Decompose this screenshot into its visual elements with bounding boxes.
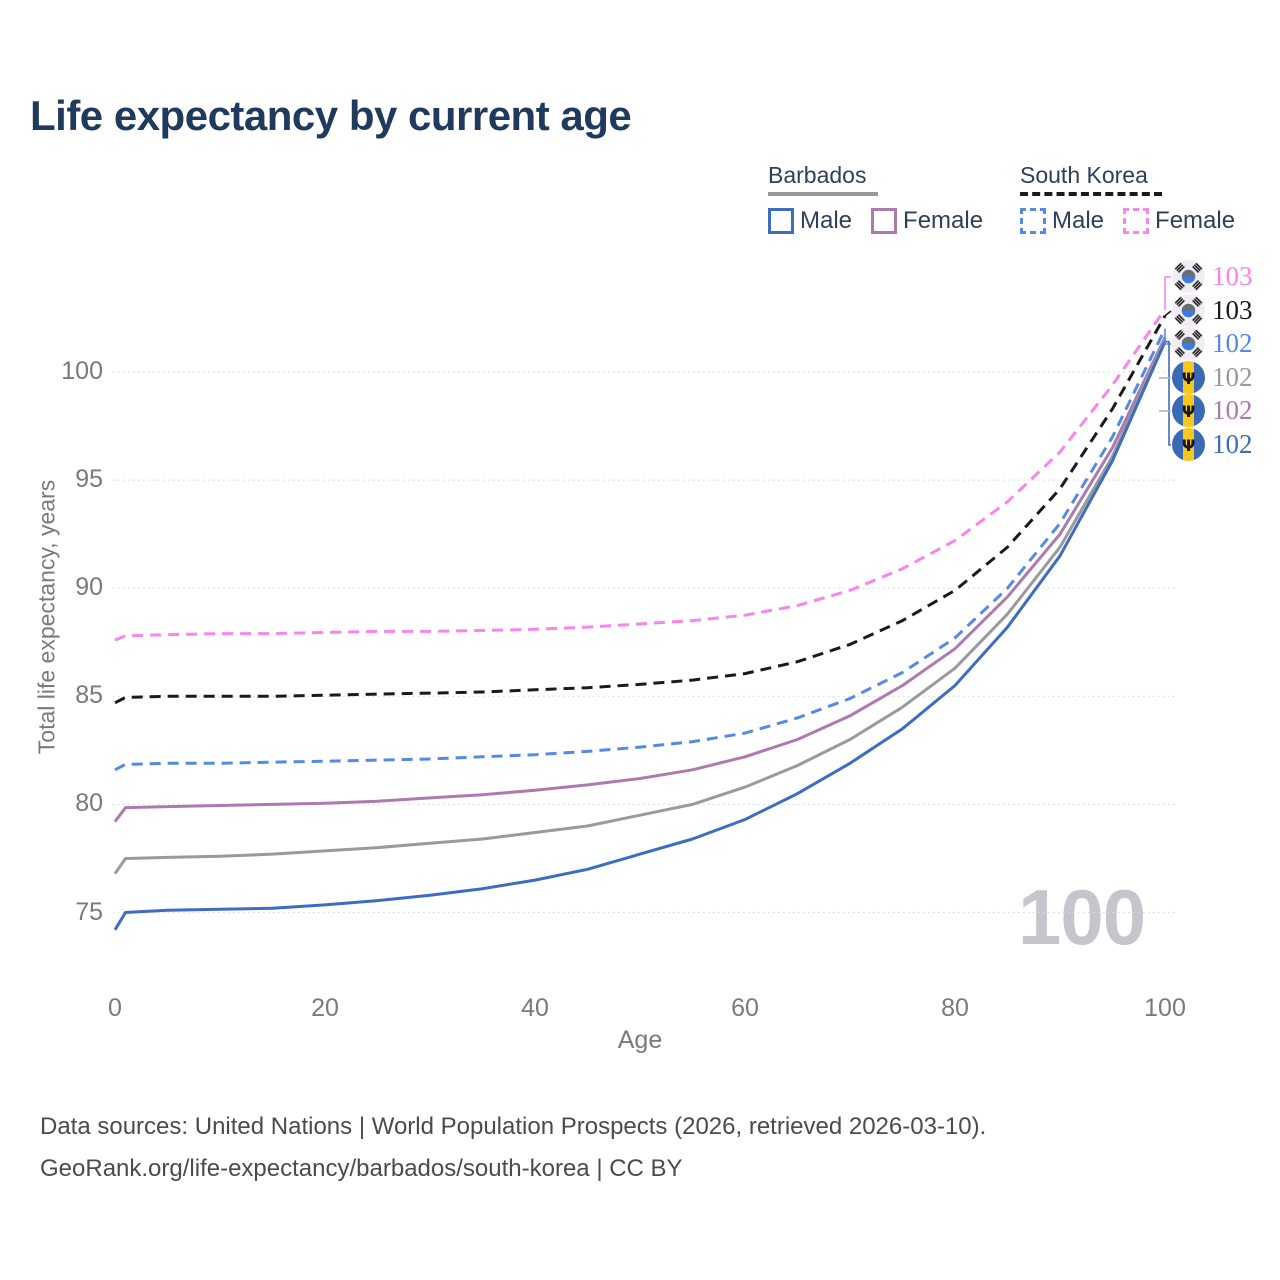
end-label-row-south-korea-both-sexes: 103 bbox=[1172, 294, 1253, 327]
x-axis-title: Age bbox=[617, 1026, 663, 1054]
chart-title: Life expectancy by current age bbox=[30, 92, 632, 139]
series-line-south-korea-both-sexes[interactable] bbox=[114, 315, 1167, 705]
footer-attribution: GeoRank.org/life-expectancy/barbados/sou… bbox=[40, 1155, 683, 1182]
legend-swatch bbox=[1123, 208, 1150, 234]
x-tick-label-60: 60 bbox=[731, 994, 759, 1022]
flag-south-korea-icon bbox=[1172, 294, 1205, 327]
svg-text:Ψ: Ψ bbox=[1182, 402, 1196, 421]
end-label-value: 102 bbox=[1212, 429, 1253, 459]
y-tick-label-85: 85 bbox=[75, 681, 103, 710]
series-line-south-korea-female[interactable] bbox=[114, 308, 1167, 642]
legend-item-label: Female bbox=[903, 207, 984, 234]
y-tick-label-95: 95 bbox=[75, 465, 103, 494]
legend-item-label: Male bbox=[800, 207, 853, 234]
footer-data-sources: Data sources: United Nations | World Pop… bbox=[40, 1113, 987, 1140]
end-label-row-barbados-female: Ψ 102 bbox=[1172, 394, 1253, 427]
end-label-row-south-korea-female: 103 bbox=[1172, 260, 1253, 293]
legend-item-barbados-female[interactable]: Female bbox=[871, 207, 983, 235]
legend-swatch bbox=[1020, 208, 1046, 234]
legend-group-south-korea: South Korea Male Female bbox=[1020, 162, 1235, 235]
end-label-row-barbados-both-sexes: Ψ 102 bbox=[1172, 361, 1253, 394]
end-label-row-barbados-male: Ψ 102 bbox=[1172, 428, 1253, 461]
legend-item-south-korea-female[interactable]: Female bbox=[1123, 207, 1235, 235]
series-line-barbados-male[interactable] bbox=[113, 341, 1167, 931]
legend-combined-line-swatch bbox=[768, 192, 878, 196]
footer: Data sources: United Nations | World Pop… bbox=[40, 1106, 986, 1190]
svg-text:Ψ: Ψ bbox=[1182, 436, 1196, 455]
leader-line-0 bbox=[1164, 276, 1171, 310]
legend-swatch bbox=[768, 208, 794, 234]
end-label-value: 102 bbox=[1212, 328, 1253, 358]
legend-combined-line-swatch bbox=[1020, 192, 1162, 196]
leader-line-1 bbox=[1164, 310, 1172, 317]
x-tick-label-20: 20 bbox=[311, 994, 339, 1022]
y-axis-title: Total life expectancy, years bbox=[33, 479, 60, 755]
legend-swatch bbox=[871, 208, 898, 234]
legend-item-south-korea-male[interactable]: Male bbox=[1020, 207, 1104, 235]
series-line-barbados-female[interactable] bbox=[113, 336, 1167, 823]
end-label-value: 102 bbox=[1212, 362, 1253, 392]
hovered-age-watermark: 100 bbox=[1018, 873, 1146, 961]
y-tick-label-100: 100 bbox=[61, 357, 103, 385]
y-tick-label-90: 90 bbox=[75, 573, 103, 602]
legend-group-title: Barbados bbox=[768, 162, 867, 188]
end-label-value: 103 bbox=[1212, 295, 1253, 325]
series-line-barbados-both-sexes[interactable] bbox=[113, 338, 1167, 875]
x-tick-label-40: 40 bbox=[521, 994, 549, 1022]
x-tick-label-80: 80 bbox=[941, 994, 969, 1022]
series-line-south-korea-male[interactable] bbox=[114, 328, 1167, 772]
svg-text:Ψ: Ψ bbox=[1182, 369, 1196, 388]
end-label-value: 103 bbox=[1212, 261, 1253, 291]
legend-item-barbados-male[interactable]: Male bbox=[768, 207, 852, 235]
x-tick-label-0: 0 bbox=[108, 994, 122, 1022]
legend-group-title: South Korea bbox=[1020, 162, 1148, 188]
flag-barbados-icon: Ψ bbox=[1172, 394, 1205, 427]
end-label-value: 102 bbox=[1212, 395, 1253, 425]
y-tick-label-75: 75 bbox=[75, 897, 103, 926]
flag-south-korea-icon bbox=[1172, 260, 1205, 293]
flag-south-korea-icon bbox=[1172, 327, 1205, 360]
flag-barbados-icon: Ψ bbox=[1172, 428, 1205, 461]
x-tick-label-100: 100 bbox=[1144, 994, 1186, 1022]
y-tick-label-80: 80 bbox=[75, 789, 103, 818]
legend-item-label: Female bbox=[1155, 207, 1236, 234]
legend-group-barbados: Barbados Male Female bbox=[768, 162, 983, 235]
leader-line-3 bbox=[1166, 340, 1171, 446]
legend-item-label: Male bbox=[1052, 207, 1105, 234]
flag-barbados-icon: Ψ bbox=[1172, 361, 1205, 394]
end-label-row-south-korea-male: 102 bbox=[1172, 327, 1253, 360]
